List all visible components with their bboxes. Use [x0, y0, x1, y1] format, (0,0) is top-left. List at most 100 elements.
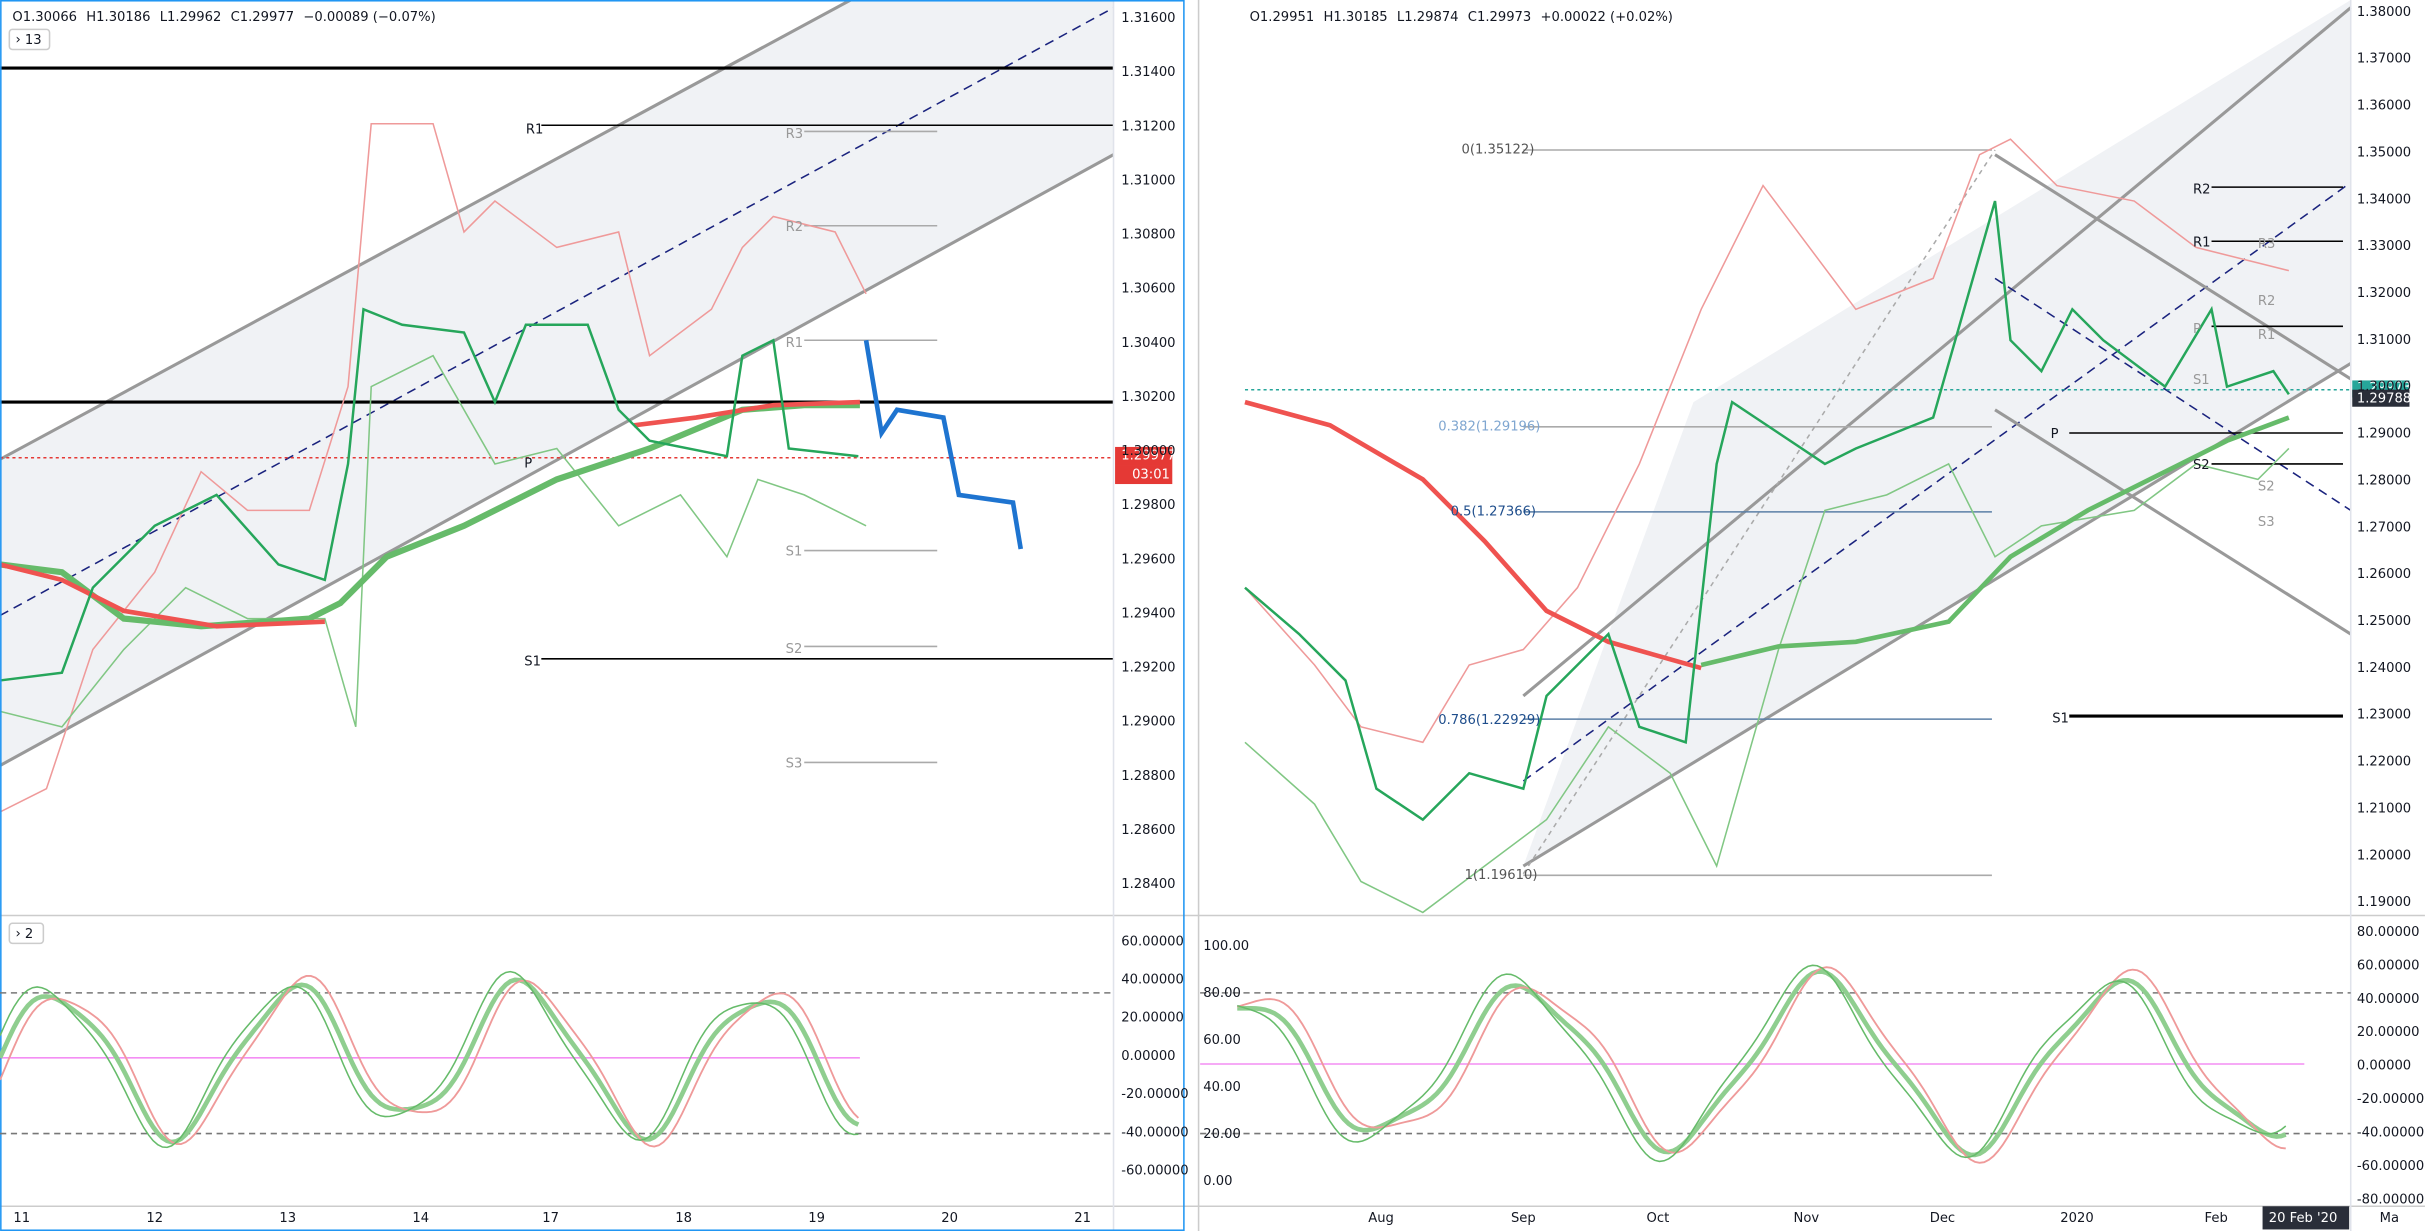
axis-label: 1.31400	[1121, 65, 1175, 80]
pivot-label: S2	[2193, 458, 2210, 473]
pivot-label: P	[2193, 322, 2201, 337]
time-label: 19	[808, 1211, 825, 1226]
fib-label: 1(1.19610)	[1465, 868, 1538, 883]
axis-label: 1.33000	[2357, 239, 2411, 254]
price-tag	[1115, 446, 1173, 466]
pivot-label: R2	[2193, 183, 2210, 198]
axis-label: 1.19000	[2357, 895, 2411, 910]
low: L1.29874	[1397, 10, 1459, 25]
axis-label: 40.00000	[1121, 973, 1184, 988]
axis-label: 1.37000	[2357, 52, 2411, 67]
axis-label: 1.30000	[2357, 380, 2411, 395]
axis-label: 1.23000	[2357, 708, 2411, 723]
right-decor	[1244, 0, 2352, 914]
price-tag	[2352, 389, 2410, 407]
axis-label: 1.30200	[1121, 390, 1175, 405]
time-label: Ma	[2380, 1211, 2399, 1226]
change: +0.00022 (+0.02%)	[1541, 10, 1673, 25]
pivot-label: R3	[2258, 237, 2275, 252]
pivot-label: S1	[524, 654, 541, 669]
channel-line	[0, 153, 1115, 767]
axis-label: 1.31200	[1121, 119, 1175, 134]
axis-label: 1.29400	[1121, 606, 1175, 621]
left-decor	[0, 0, 1115, 813]
axis-label: 1.30600	[1121, 282, 1175, 297]
open: O1.29951	[1250, 10, 1315, 25]
time-label: 13	[279, 1211, 296, 1226]
pivot-label: P	[2051, 427, 2059, 442]
time-label: Dec	[1930, 1211, 1955, 1226]
countdown-text: 03:01	[1132, 467, 1170, 482]
axis-label: 20.00	[1203, 1127, 1241, 1142]
axis-label: 1.29200	[1121, 661, 1175, 676]
close: C1.29973	[1468, 10, 1531, 25]
interval-value: 13	[25, 33, 42, 48]
axis-label: 1.38000	[2357, 5, 2411, 20]
pivot-label: R2	[786, 220, 803, 235]
axis-label: 1.34000	[2357, 192, 2411, 207]
countdown-tag	[1115, 465, 1173, 485]
pivot-label: R1	[2258, 328, 2275, 343]
pivot-label: R1	[526, 122, 543, 137]
axis-label: 1.29600	[1121, 552, 1175, 567]
axis-label: 1.31600	[1121, 11, 1175, 26]
price-tag-text: 1.29788	[2357, 391, 2411, 406]
time-label: Feb	[2205, 1211, 2228, 1226]
axis-label: -80.00000	[2357, 1192, 2424, 1207]
time-label: 12	[146, 1211, 163, 1226]
collapse-button[interactable]	[8, 28, 51, 51]
axis-label: -20.00000	[2357, 1092, 2424, 1107]
axis-label: 1.31000	[2357, 333, 2411, 348]
axis-label: 1.35000	[2357, 145, 2411, 160]
oscillator	[0, 964, 2287, 1164]
pivot-label: R1	[2193, 235, 2210, 250]
channel-fill	[0, 0, 1114, 766]
axis-label: 1.20000	[2357, 848, 2411, 863]
pivot-label: R3	[786, 127, 803, 142]
osc-value: 2	[25, 927, 33, 942]
time-label: 2020	[2060, 1211, 2093, 1226]
change: −0.00089 (−0.07%)	[303, 10, 435, 25]
osc-line	[0, 970, 859, 1149]
price-tag-text: 1.29977	[1121, 449, 1175, 464]
pivot-label: S1	[2052, 712, 2069, 727]
fib-label: 0(1.35122)	[1461, 143, 1534, 158]
pivot-label: P	[524, 456, 532, 471]
axis-label: 1.29000	[2357, 427, 2411, 442]
axis-label: -60.00000	[1121, 1163, 1188, 1178]
close: C1.29977	[231, 10, 294, 25]
axis-label: 1.36000	[2357, 99, 2411, 114]
osc-line	[1237, 969, 2287, 1158]
date-tag	[2262, 1206, 2350, 1230]
axis-label: 1.25000	[2357, 614, 2411, 629]
axis-label: 60.00	[1203, 1033, 1241, 1048]
low: L1.29962	[160, 10, 222, 25]
axis-label: 1.30400	[1121, 336, 1175, 351]
axis-label: 1.30000	[1121, 444, 1175, 459]
axis-label: 0.00	[1203, 1174, 1232, 1189]
axis-label: 1.28000	[2357, 473, 2411, 488]
axis-label: 80.00000	[2357, 925, 2420, 940]
time-label: 18	[675, 1211, 692, 1226]
axis-label: 40.00	[1203, 1080, 1241, 1095]
pivot-label: S3	[786, 756, 803, 771]
axis-label: 60.00000	[2357, 958, 2420, 973]
pivot-label: S1	[2193, 373, 2210, 388]
axis-label: 100.00	[1203, 939, 1249, 954]
axis-label: 0.00000	[1121, 1049, 1175, 1064]
axis-label: 1.32000	[2357, 286, 2411, 301]
time-label: 14	[412, 1211, 429, 1226]
time-label: 17	[542, 1211, 559, 1226]
collapse-button[interactable]	[8, 922, 45, 945]
date-tag-text: 20 Feb '20	[2269, 1211, 2338, 1226]
osc-line	[0, 977, 860, 1145]
axis-label: -40.00000	[1121, 1125, 1188, 1140]
pivot-label: R2	[2258, 294, 2275, 309]
axis-label: 1.28400	[1121, 877, 1175, 892]
time-label: 21	[1074, 1211, 1091, 1226]
pivot-label: R1	[786, 336, 803, 351]
axis-label: 1.22000	[2357, 755, 2411, 770]
channel-mid	[0, 7, 1114, 617]
ohlc-header: O1.29951 H1.30185 L1.29874 C1.29973 +0.00022…	[1250, 10, 1673, 25]
